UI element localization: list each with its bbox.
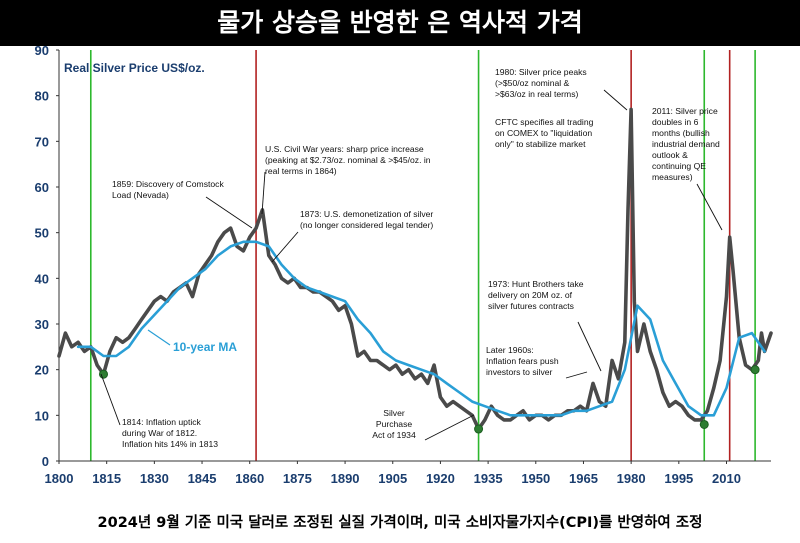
annotation-1960s: Later 1960s:	[486, 345, 534, 355]
annotation-civil: real terms in 1864)	[265, 166, 337, 176]
annotation-2011: outlook &	[652, 150, 688, 160]
x-tick-label: 1950	[521, 471, 550, 486]
annotation-2011: months (bullish	[652, 128, 710, 138]
annotation-civil: U.S. Civil War years: sharp price increa…	[265, 144, 424, 154]
annotation-1859: 1859: Discovery of Comstock	[112, 179, 224, 189]
footer-caption: 2024년 9월 기준 미국 달러로 조정된 실질 가격이며, 미국 소비자물가…	[0, 503, 800, 543]
y-tick-label: 30	[35, 317, 49, 332]
annotation-leader-1814	[100, 373, 121, 426]
annotation-2011: measures)	[652, 172, 693, 182]
annotation-leader-1973	[577, 321, 602, 372]
annotation-1873: (no longer considered legal tender)	[300, 220, 433, 230]
annotation-1960s: investors to silver	[486, 367, 553, 377]
annotation-1934: Purchase	[376, 419, 413, 429]
x-tick-label: 1920	[426, 471, 455, 486]
x-tick-label: 1860	[235, 471, 264, 486]
annotation-leader-1873	[271, 231, 299, 263]
annotation-cftc: CFTC specifies all trading	[495, 117, 594, 127]
annotation-2011: continuing QE	[652, 161, 706, 171]
annotation-1859: Load (Nevada)	[112, 190, 169, 200]
y-tick-label: 80	[35, 89, 49, 104]
y-tick-label: 60	[35, 180, 49, 195]
x-tick-label: 1995	[664, 471, 693, 486]
annotation-leader-1934	[424, 414, 475, 441]
annotation-1973: 1973: Hunt Brothers take	[488, 279, 584, 289]
x-tick-label: 1935	[474, 471, 503, 486]
x-tick-label: 1980	[617, 471, 646, 486]
annotation-1980: (>$50/oz nominal &	[495, 78, 570, 88]
trough-marker	[699, 419, 709, 429]
moving-average-pointer	[147, 329, 171, 346]
x-tick-label: 1965	[569, 471, 598, 486]
y-tick-label: 70	[35, 134, 49, 149]
annotation-2011: 2011: Silver price	[652, 106, 718, 116]
annotation-2011: industrial demand	[652, 139, 720, 149]
x-tick-label: 1875	[283, 471, 312, 486]
annotation-1934: Act of 1934	[372, 430, 416, 440]
annotation-leader-2011	[696, 183, 723, 231]
annotation-2011: doubles in 6	[652, 117, 699, 127]
y-tick-label: 50	[35, 226, 49, 241]
x-tick-label: 1890	[331, 471, 360, 486]
chart-title: Real Silver Price US$/oz.	[64, 61, 205, 75]
y-tick-label: 90	[35, 43, 49, 58]
x-tick-label: 1815	[92, 471, 121, 486]
moving-average-label: 10-year MA	[173, 340, 237, 354]
annotation-cftc: only" to stabilize market	[495, 139, 586, 149]
silver-price-chart: 0 10 20 30 40 50 60 70 80 90 1800 1815 1830 1845 1860 1…	[35, 43, 773, 486]
y-tick-label: 40	[35, 271, 49, 286]
annotation-1934: Silver	[383, 408, 405, 418]
x-tick-label: 2010	[712, 471, 741, 486]
y-tick-label: 20	[35, 363, 49, 378]
x-tick-label: 1905	[378, 471, 407, 486]
trough-marker	[750, 365, 760, 375]
annotation-leader-1859	[205, 196, 253, 229]
x-tick-label: 1830	[140, 471, 169, 486]
annotation-1973: delivery on 20M oz. of	[488, 290, 573, 300]
annotation-1980: 1980: Silver price peaks	[495, 67, 587, 77]
annotation-1814: Inflation hits 14% in 1813	[122, 439, 218, 449]
annotation-1980: >$63/oz in real terms)	[495, 89, 578, 99]
annotation-1973: silver futures contracts	[488, 301, 574, 311]
x-tick-label: 1845	[188, 471, 217, 486]
annotation-leader-civil	[261, 171, 266, 215]
trough-marker	[474, 424, 484, 434]
page-title: 물가 상승을 반영한 은 역사적 가격	[0, 0, 800, 46]
annotation-1873: 1873: U.S. demonetization of silver	[300, 209, 433, 219]
annotation-1814: during War of 1812.	[122, 428, 197, 438]
annotation-cftc: on COMEX to "liquidation	[495, 128, 592, 138]
annotation-leader-1980	[603, 89, 628, 111]
annotation-civil: (peaking at $2.73/oz. nominal & >$45/oz.…	[265, 155, 431, 165]
annotation-1814: 1814: Inflation uptick	[122, 417, 202, 427]
moving-average-line	[76, 240, 766, 417]
annotation-1960s: Inflation fears push	[486, 356, 559, 366]
x-tick-label: 1800	[45, 471, 74, 486]
y-tick-label: 10	[35, 408, 49, 423]
annotation-leader-1960s	[565, 371, 588, 379]
y-tick-label: 0	[42, 454, 49, 469]
